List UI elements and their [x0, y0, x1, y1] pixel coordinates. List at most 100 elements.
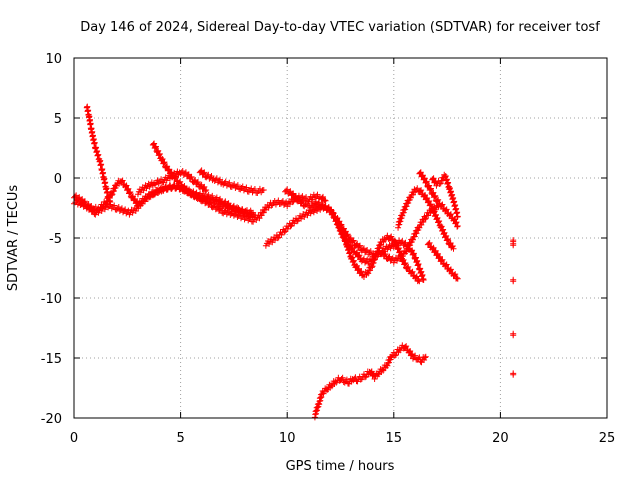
data-point-arc-12 [447, 266, 454, 273]
data-point-arc-9 [378, 241, 385, 248]
data-point-arc-14 [371, 376, 378, 382]
data-point-arc-7 [281, 229, 288, 236]
data-point-arc-11 [421, 175, 428, 182]
data-point-arc-1 [119, 177, 126, 184]
data-point-arc-1 [321, 197, 328, 204]
data-point-arc-12 [453, 274, 460, 281]
x-tick-label: 10 [279, 431, 296, 446]
data-point-arc-11 [453, 219, 460, 226]
chart-title: Day 146 of 2024, Sidereal Day-to-day VTE… [80, 20, 600, 35]
data-point-arc-9 [388, 233, 395, 240]
data-point-arc-4 [252, 212, 259, 219]
data-point-arc-8 [422, 216, 429, 223]
data-point-arc-4 [168, 169, 175, 176]
data-point-arc-9 [358, 268, 365, 275]
data-point-arc-12 [452, 271, 459, 278]
data-point-arc-1 [320, 193, 327, 200]
y-tick-label: 5 [54, 112, 62, 127]
data-point-arc-1 [126, 189, 133, 196]
data-point-arc-5 [194, 180, 201, 187]
data-point-arc-8 [413, 230, 420, 237]
data-point-arc-4 [160, 159, 167, 166]
x-axis-label: GPS time / hours [286, 459, 395, 474]
data-point-arc-4 [177, 178, 184, 185]
data-point-arc-14 [318, 394, 325, 400]
data-point-arc-1 [122, 183, 129, 190]
data-point-arc-12 [451, 271, 458, 278]
data-point-arc-9 [365, 270, 372, 277]
data-point-arc-1 [124, 187, 131, 194]
data-point-arc-11 [438, 202, 445, 209]
y-tick-label: -5 [49, 232, 62, 247]
data-point-arc-10 [424, 195, 431, 201]
data-point-arc-1 [110, 188, 117, 195]
data-point-arc-10 [449, 243, 456, 249]
data-point-arc-8 [382, 251, 389, 258]
data-point-arc-14 [412, 352, 419, 359]
data-point-arc-5 [194, 179, 201, 186]
data-point-arc-10 [444, 236, 451, 243]
data-point-arc-11 [419, 172, 426, 179]
data-point-arc-7 [278, 231, 285, 238]
data-point-arc-7 [410, 251, 417, 258]
data-point-arc-9 [393, 240, 400, 247]
data-point-arc-8 [349, 238, 356, 245]
data-point-arc-6 [256, 185, 263, 192]
data-point-arc-5 [184, 172, 191, 179]
data-point-arc-4 [156, 150, 163, 157]
data-point-arc-10 [445, 235, 452, 242]
data-point-arc-11 [430, 189, 437, 196]
data-point-arc-14 [403, 343, 410, 350]
data-point-arc-9 [404, 264, 411, 271]
data-point-arc-4 [156, 151, 163, 158]
data-point-arc-11 [439, 201, 446, 208]
data-point-isolated [510, 330, 517, 337]
data-point-arc-10 [417, 187, 424, 194]
data-point-arc-7 [287, 223, 294, 230]
data-point-arc-14 [319, 391, 326, 397]
data-point-arc-8 [346, 235, 353, 242]
data-point-arc-10 [450, 245, 457, 252]
data-point-arc-11 [452, 219, 459, 226]
y-tick-label: 10 [45, 52, 62, 67]
data-point-arc-11 [427, 185, 434, 192]
data-point-arc-11 [431, 193, 438, 200]
data-point-arc-8 [333, 215, 340, 222]
data-point-arc-11 [434, 197, 441, 204]
data-point-arc-7 [282, 228, 289, 235]
data-point-arc-5 [201, 183, 208, 190]
data-point-arc-8 [292, 194, 299, 201]
data-point-arc-7 [275, 234, 282, 241]
data-point-arc-8 [298, 199, 305, 206]
data-point-arc-9 [405, 263, 412, 270]
data-point-arc-8 [411, 233, 418, 240]
data-point-arc-6 [200, 170, 207, 177]
data-point-arc-11 [423, 178, 430, 185]
data-point-arc-8 [290, 190, 297, 197]
data-point-arc-7 [356, 252, 363, 259]
data-point-arc-1 [303, 194, 310, 201]
data-point-arc-9 [416, 278, 423, 285]
data-point-arc-1 [127, 189, 134, 196]
data-point-arc-4 [209, 192, 216, 199]
x-tick-label: 20 [492, 431, 509, 446]
data-point-arc-9 [412, 274, 419, 281]
data-point-arc-8 [405, 245, 412, 252]
data-point-arc-9 [350, 258, 357, 265]
data-point-arc-12 [443, 261, 450, 268]
data-point-arc-4 [176, 179, 183, 186]
data-point-arc-9 [400, 256, 407, 263]
data-point-arc-8 [350, 237, 357, 244]
data-point-arc-7 [274, 235, 281, 242]
data-point-arc-14 [339, 374, 346, 381]
data-point-arc-3 [89, 207, 96, 214]
data-point-arc-4 [151, 140, 158, 147]
data-point-arc-1 [125, 185, 132, 192]
data-point-arc-10 [405, 200, 412, 207]
data-point-arc-5 [185, 171, 192, 178]
data-point-isolated [510, 240, 517, 247]
data-point-arc-5 [187, 174, 194, 181]
data-point-arc-8 [407, 242, 414, 249]
